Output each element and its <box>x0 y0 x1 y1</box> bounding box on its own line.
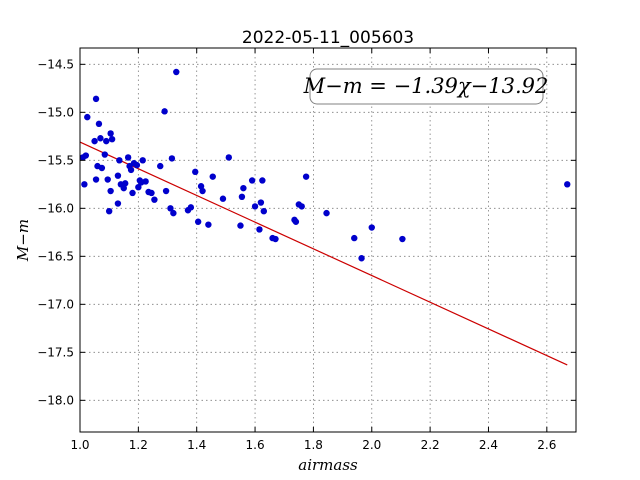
data-point <box>108 136 116 143</box>
data-point <box>256 226 263 233</box>
x-tick-label: 2.0 <box>362 438 381 452</box>
data-point <box>124 154 132 161</box>
data-point <box>192 168 199 176</box>
plot-frame <box>79 47 577 433</box>
data-point <box>209 173 216 180</box>
data-point <box>358 255 365 262</box>
data-point <box>194 218 202 225</box>
y-tick-label: −15.0 <box>37 105 74 119</box>
data-point <box>368 224 375 231</box>
data-point <box>148 189 155 197</box>
x-axis-label: airmass <box>298 456 358 474</box>
data-point <box>260 208 268 215</box>
fit-line-group <box>79 141 568 366</box>
data-point <box>82 152 90 159</box>
data-point <box>237 222 244 229</box>
data-point <box>107 187 114 195</box>
data-point <box>259 177 266 184</box>
data-point <box>114 200 122 207</box>
x-tick-label: 1.4 <box>187 438 206 452</box>
y-tick-label: −17.5 <box>37 345 74 359</box>
x-tick-label: 1.2 <box>129 438 148 452</box>
data-point <box>127 166 135 174</box>
data-point <box>173 68 180 76</box>
data-point <box>91 137 98 145</box>
data-point <box>257 199 265 206</box>
data-point <box>97 135 104 142</box>
y-tick-label: −15.5 <box>37 153 74 167</box>
data-point <box>151 196 158 203</box>
data-point <box>129 189 136 197</box>
data-point <box>95 120 103 128</box>
data-point <box>323 209 330 217</box>
data-point <box>133 161 141 169</box>
data-point <box>81 181 88 188</box>
data-point <box>98 164 106 172</box>
y-tick-label: −16.5 <box>37 249 74 263</box>
data-point <box>292 218 300 225</box>
data-point <box>105 208 113 215</box>
data-point <box>199 187 206 195</box>
data-point <box>104 176 111 183</box>
data-point <box>139 157 146 164</box>
x-tick-label: 1.6 <box>246 438 265 452</box>
annotation-box <box>309 68 544 105</box>
data-point <box>107 130 114 137</box>
data-point <box>142 178 149 185</box>
x-tick-label: 1.8 <box>304 438 323 452</box>
fit-annotation: M−m = −1.39χ−13.92 <box>303 68 549 105</box>
y-tick-label: −17.0 <box>37 297 74 311</box>
data-point <box>251 203 259 210</box>
x-tick-label: 2.4 <box>479 438 498 452</box>
x-tick-label: 2.6 <box>537 438 556 452</box>
y-axis-label: M−m <box>14 219 32 262</box>
data-point <box>120 184 127 192</box>
fit-line <box>79 141 568 366</box>
y-tick-label: −14.5 <box>37 57 74 71</box>
x-axis-ticks: 1.0 1.2 1.4 1.6 1.8 2.0 2.2 2.4 2.6 <box>70 48 556 452</box>
data-point <box>302 173 310 180</box>
data-point <box>116 157 123 164</box>
data-point <box>157 162 164 170</box>
data-point <box>162 187 170 195</box>
data-point <box>197 183 205 190</box>
y-tick-label: −18.0 <box>37 393 74 407</box>
data-point <box>92 176 100 183</box>
data-point <box>238 193 246 200</box>
data-point <box>92 95 100 103</box>
data-point <box>240 184 247 192</box>
annotation-text: M−m = −1.39χ−13.92 <box>303 74 549 98</box>
grid-lines <box>79 48 576 432</box>
data-point <box>103 137 110 145</box>
data-point <box>351 234 358 242</box>
data-point <box>170 209 177 217</box>
y-tick-label: −16.0 <box>37 201 74 215</box>
data-point <box>135 184 142 191</box>
data-point <box>225 154 232 161</box>
data-point <box>248 177 256 184</box>
x-tick-label: 2.2 <box>421 438 440 452</box>
data-point <box>168 155 176 162</box>
data-point <box>298 203 305 210</box>
data-point <box>122 180 129 187</box>
data-point <box>114 172 122 179</box>
chart-title: 2022-05-11_005603 <box>242 28 414 48</box>
data-point <box>84 113 91 121</box>
data-point <box>101 151 109 158</box>
y-axis-ticks: −14.5 −15.0 −15.5 −16.0 −16.5 −17.0 −17.5 −18.0 <box>37 57 576 407</box>
data-point <box>161 108 168 115</box>
data-point <box>219 195 227 202</box>
data-point <box>167 205 174 212</box>
data-point <box>187 204 195 211</box>
x-tick-label: 1.0 <box>70 438 89 452</box>
data-points <box>79 68 571 262</box>
data-point <box>399 235 406 243</box>
data-point <box>272 235 279 243</box>
data-point <box>205 221 212 228</box>
data-point <box>564 181 571 188</box>
